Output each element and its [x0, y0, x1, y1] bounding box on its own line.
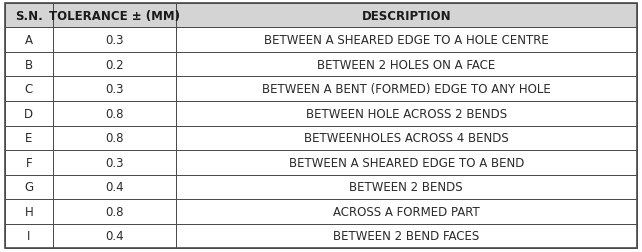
- Bar: [176, 199, 637, 224]
- Text: DESCRIPTION: DESCRIPTION: [361, 10, 451, 22]
- Text: B: B: [25, 58, 33, 71]
- Bar: [176, 77, 637, 102]
- Text: A: A: [25, 34, 33, 47]
- Bar: [53, 199, 176, 224]
- Text: 0.4: 0.4: [105, 181, 123, 194]
- Bar: [53, 126, 176, 150]
- Text: C: C: [24, 83, 33, 96]
- Bar: [176, 224, 637, 248]
- Bar: [176, 53, 637, 77]
- Text: E: E: [25, 132, 33, 145]
- Text: F: F: [26, 156, 32, 169]
- Text: BETWEEN A BENT (FORMED) EDGE TO ANY HOLE: BETWEEN A BENT (FORMED) EDGE TO ANY HOLE: [262, 83, 551, 96]
- Text: BETWEEN 2 BEND FACES: BETWEEN 2 BEND FACES: [333, 230, 480, 242]
- Bar: [5, 102, 53, 126]
- Bar: [5, 28, 53, 53]
- Bar: [5, 77, 53, 102]
- Bar: [176, 4, 637, 28]
- Text: H: H: [24, 205, 33, 218]
- Text: 0.3: 0.3: [105, 83, 123, 96]
- Bar: [53, 77, 176, 102]
- Bar: [176, 28, 637, 53]
- Bar: [5, 224, 53, 248]
- Bar: [53, 53, 176, 77]
- Bar: [5, 199, 53, 224]
- Text: S.N.: S.N.: [15, 10, 43, 22]
- Text: BETWEEN 2 BENDS: BETWEEN 2 BENDS: [349, 181, 463, 194]
- Bar: [53, 150, 176, 175]
- Bar: [5, 126, 53, 150]
- Text: BETWEEN A SHEARED EDGE TO A HOLE CENTRE: BETWEEN A SHEARED EDGE TO A HOLE CENTRE: [264, 34, 549, 47]
- Bar: [53, 175, 176, 199]
- Bar: [5, 53, 53, 77]
- Bar: [53, 224, 176, 248]
- Text: G: G: [24, 181, 33, 194]
- Bar: [53, 102, 176, 126]
- Bar: [5, 4, 53, 28]
- Bar: [176, 126, 637, 150]
- Bar: [5, 150, 53, 175]
- Text: BETWEEN HOLE ACROSS 2 BENDS: BETWEEN HOLE ACROSS 2 BENDS: [306, 107, 507, 120]
- Text: 0.2: 0.2: [105, 58, 123, 71]
- Bar: [176, 102, 637, 126]
- Text: 0.8: 0.8: [105, 107, 123, 120]
- Text: 0.8: 0.8: [105, 132, 123, 145]
- Bar: [5, 175, 53, 199]
- Bar: [176, 175, 637, 199]
- Text: 0.4: 0.4: [105, 230, 123, 242]
- Text: ACROSS A FORMED PART: ACROSS A FORMED PART: [333, 205, 480, 218]
- Bar: [176, 150, 637, 175]
- Text: 0.3: 0.3: [105, 34, 123, 47]
- Text: D: D: [24, 107, 33, 120]
- Text: 0.3: 0.3: [105, 156, 123, 169]
- Bar: [53, 28, 176, 53]
- Text: 0.8: 0.8: [105, 205, 123, 218]
- Text: BETWEEN A SHEARED EDGE TO A BEND: BETWEEN A SHEARED EDGE TO A BEND: [289, 156, 524, 169]
- Text: I: I: [27, 230, 31, 242]
- Text: TOLERANCE ± (MM): TOLERANCE ± (MM): [49, 10, 180, 22]
- Text: BETWEEN 2 HOLES ON A FACE: BETWEEN 2 HOLES ON A FACE: [317, 58, 496, 71]
- Bar: [53, 4, 176, 28]
- Text: BETWEENHOLES ACROSS 4 BENDS: BETWEENHOLES ACROSS 4 BENDS: [304, 132, 508, 145]
